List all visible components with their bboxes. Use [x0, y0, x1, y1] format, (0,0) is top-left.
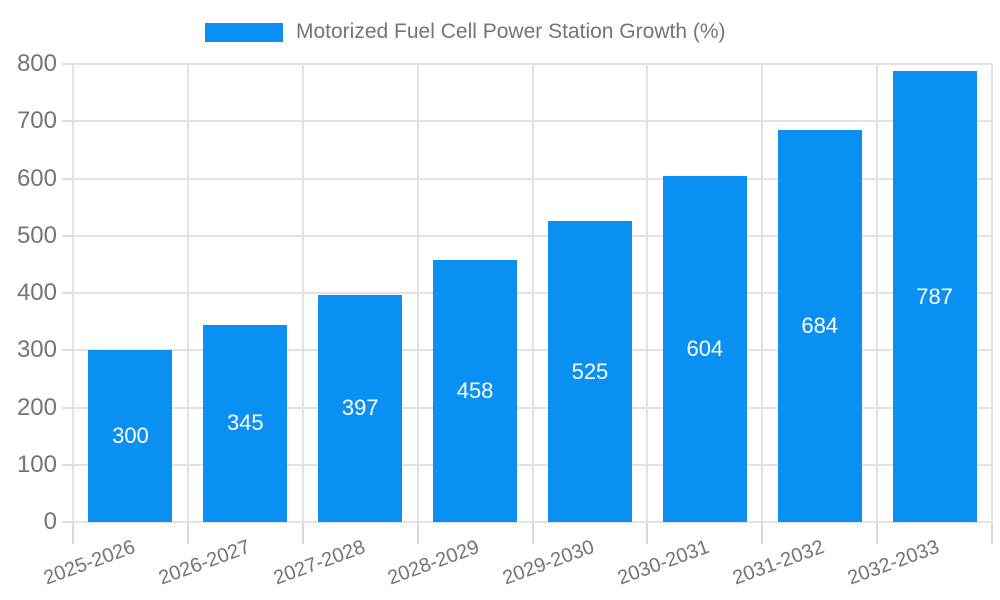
x-axis-label: 2026-2027	[155, 536, 253, 590]
gridline-h	[73, 521, 992, 523]
y-axis-label: 800	[16, 50, 57, 77]
bar: 787	[892, 71, 977, 522]
x-axis-tick	[72, 523, 74, 544]
bar: 345	[203, 324, 288, 522]
bar-value-label: 787	[916, 283, 953, 309]
bar-value-label: 397	[341, 395, 379, 421]
gridline-v	[72, 64, 74, 522]
legend-swatch	[205, 22, 283, 42]
bar-value-label: 604	[686, 336, 724, 362]
y-axis-tick	[62, 463, 73, 466]
gridline-v	[531, 64, 534, 522]
gridline-v	[301, 64, 304, 522]
legend[interactable]: Motorized Fuel Cell Power Station Growth…	[205, 20, 726, 44]
y-axis-label: 0	[43, 508, 57, 535]
x-axis-tick	[761, 523, 764, 544]
y-axis-label: 400	[16, 279, 57, 306]
y-axis-tick	[62, 292, 73, 294]
x-axis-label: 2030-2031	[614, 536, 713, 590]
y-axis-label: 600	[16, 164, 57, 192]
x-axis-tick	[991, 523, 993, 544]
x-axis-tick	[531, 523, 534, 544]
y-axis-label: 200	[16, 393, 57, 421]
x-axis-label: 2029-2030	[500, 536, 598, 590]
x-axis-label: 2027-2028	[270, 536, 368, 590]
x-axis-tick	[416, 523, 419, 544]
bar-value-label: 300	[112, 423, 149, 449]
y-axis-label: 700	[16, 107, 57, 135]
x-axis-label: 2031-2032	[729, 536, 828, 590]
bar-value-label: 458	[456, 377, 494, 403]
legend-label: Motorized Fuel Cell Power Station Growth…	[296, 20, 726, 43]
y-axis-tick	[62, 521, 73, 523]
bar: 458	[433, 259, 518, 522]
y-axis-tick	[62, 406, 73, 409]
gridline-v	[991, 64, 993, 522]
bar: 684	[777, 130, 862, 522]
x-axis-label: 2028-2029	[385, 536, 483, 590]
y-axis-label: 300	[16, 336, 57, 364]
x-axis-tick	[186, 523, 189, 544]
x-axis-label: 2025-2026	[40, 536, 138, 590]
gridline-v	[416, 64, 419, 522]
y-axis-tick	[62, 63, 73, 65]
y-axis-tick	[62, 234, 73, 237]
x-axis-label: 2032-2033	[844, 536, 943, 590]
y-axis-tick	[62, 349, 73, 352]
bar-value-label: 525	[571, 358, 609, 384]
bar: 300	[88, 350, 173, 522]
gridline-v	[761, 64, 764, 522]
bar-value-label: 684	[801, 313, 839, 339]
gridline-v	[876, 64, 879, 522]
x-axis-tick	[301, 523, 304, 544]
y-axis-label: 500	[16, 221, 57, 249]
x-axis-tick	[646, 523, 649, 544]
y-axis-tick	[62, 120, 73, 123]
bar: 604	[662, 176, 747, 522]
bar: 525	[547, 221, 632, 522]
bar: 397	[318, 294, 403, 522]
gridline-v	[186, 64, 189, 522]
y-axis-label: 100	[16, 450, 57, 478]
x-axis-tick	[876, 523, 879, 544]
plot-area: 300 345 397 458 525 604 684 787	[72, 63, 993, 523]
y-axis-tick	[62, 177, 73, 180]
gridline-v	[646, 64, 649, 522]
bar-value-label: 345	[226, 410, 264, 436]
